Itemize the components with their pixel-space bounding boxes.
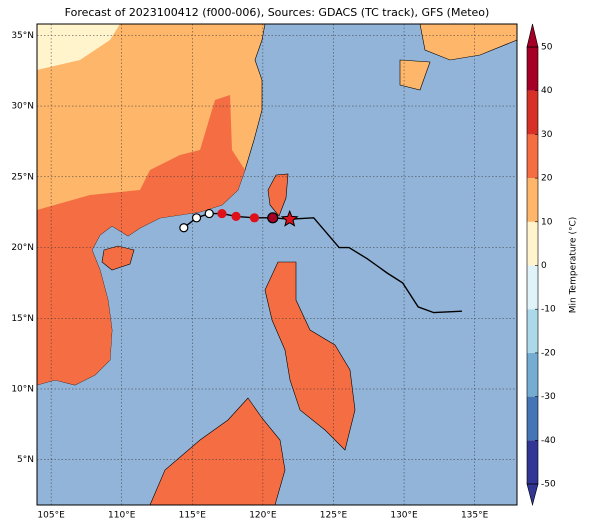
x-tick-label: 135°E [461, 511, 489, 521]
track-point [231, 211, 241, 221]
map [36, 23, 518, 506]
cool-land [37, 24, 120, 70]
track-star [280, 209, 299, 227]
colorbar-tick-label: -10 [541, 305, 556, 315]
colorbar-extend [526, 483, 539, 507]
colorbar-band [527, 47, 538, 91]
x-tick-label: 110°E [108, 511, 136, 521]
y-tick-label: 20°N [11, 243, 34, 253]
colorbar-band [527, 352, 538, 397]
x-tick-label: 105°E [37, 511, 65, 521]
colorbar-band [527, 221, 538, 266]
x-tick-label: 125°E [320, 511, 348, 521]
track-point [191, 213, 202, 223]
y-tick-label: 25°N [11, 172, 34, 182]
philippines [264, 261, 356, 451]
track-point [217, 208, 227, 219]
y-tick-label: 35°N [11, 31, 34, 41]
chart-title: Forecast of 2023100412 (f000-006), Sourc… [65, 6, 490, 19]
colorbar-band [527, 309, 538, 353]
x-tick-label: 115°E [179, 511, 207, 521]
warm-land [37, 95, 245, 385]
y-tick-label: 5°N [17, 455, 34, 465]
x-tick-label: 130°E [390, 511, 418, 521]
track-point [204, 208, 214, 219]
colorbar-label: Min Temperature (°C) [569, 217, 579, 314]
colorbar-tick-label: 10 [541, 217, 553, 227]
map-frame [36, 23, 518, 506]
colorbar-band [527, 396, 538, 441]
colorbar-tick-label: -30 [541, 392, 556, 402]
y-tick-label: 10°N [11, 384, 34, 394]
colorbar-band [527, 440, 538, 484]
colorbar-band [527, 90, 538, 135]
y-tick-label: 15°N [11, 314, 34, 324]
colorbar-tick-label: -40 [541, 436, 556, 446]
colorbar-extend [526, 23, 539, 48]
colorbar-tick-label: 30 [541, 130, 553, 140]
x-tick-label: 120°E [249, 511, 277, 521]
colorbar-band [527, 265, 538, 310]
colorbar-tick-label: -20 [541, 348, 556, 358]
track-point [267, 212, 279, 224]
colorbar-tick-label: 40 [541, 86, 553, 96]
colorbar-tick-label: 50 [541, 43, 553, 53]
track-point [249, 213, 260, 223]
taiwan [267, 173, 289, 217]
track-point [179, 223, 189, 233]
colorbar-tick-label: -50 [541, 480, 556, 490]
colorbar-tick-label: 20 [541, 174, 553, 184]
colorbar-tick-label: 0 [541, 261, 547, 271]
y-tick-label: 30°N [11, 102, 34, 112]
colorbar-band [527, 178, 538, 222]
hainan [101, 245, 135, 271]
colorbar-band [527, 134, 538, 179]
